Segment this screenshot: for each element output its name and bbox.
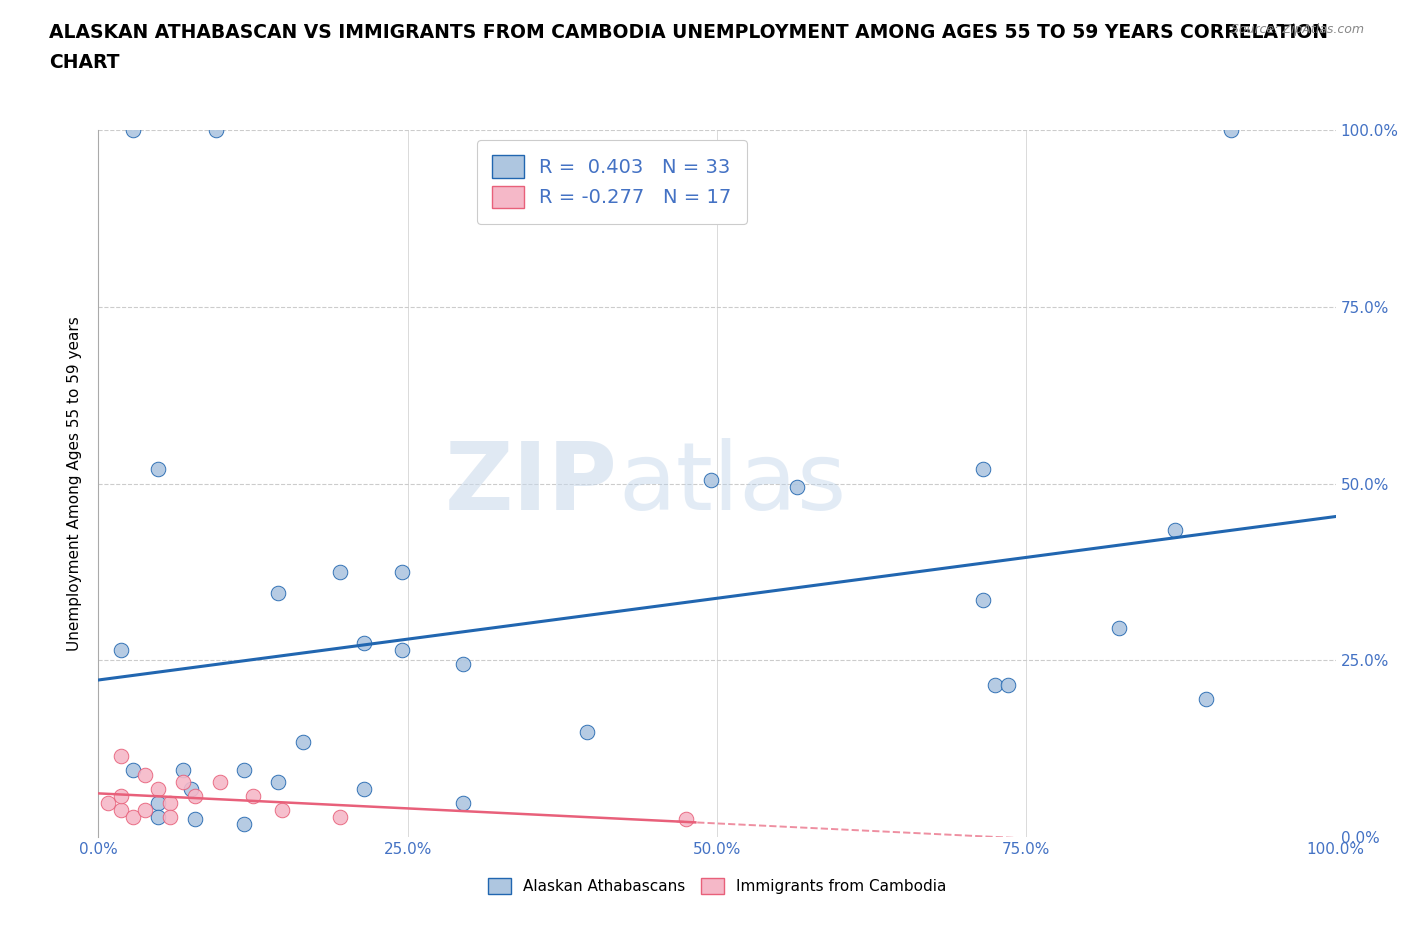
Point bbox=[997, 678, 1019, 693]
Point bbox=[700, 472, 723, 487]
Y-axis label: Unemployment Among Ages 55 to 59 years: Unemployment Among Ages 55 to 59 years bbox=[67, 316, 83, 651]
Point bbox=[270, 803, 292, 817]
Point bbox=[122, 763, 145, 777]
Text: ALASKAN ATHABASCAN VS IMMIGRANTS FROM CAMBODIA UNEMPLOYMENT AMONG AGES 55 TO 59 : ALASKAN ATHABASCAN VS IMMIGRANTS FROM CA… bbox=[49, 23, 1329, 42]
Point bbox=[110, 643, 132, 658]
Point bbox=[453, 796, 475, 811]
Point bbox=[267, 586, 290, 601]
Text: Source: ZipAtlas.com: Source: ZipAtlas.com bbox=[1230, 23, 1364, 36]
Point bbox=[134, 803, 156, 817]
Point bbox=[146, 462, 169, 477]
Point bbox=[267, 775, 290, 790]
Text: atlas: atlas bbox=[619, 438, 846, 529]
Point bbox=[172, 775, 194, 790]
Point bbox=[453, 657, 475, 671]
Point bbox=[1108, 621, 1130, 636]
Point bbox=[208, 775, 231, 790]
Text: CHART: CHART bbox=[49, 53, 120, 72]
Point bbox=[122, 123, 145, 138]
Point bbox=[172, 763, 194, 777]
Point bbox=[291, 734, 314, 749]
Point bbox=[146, 810, 169, 825]
Point bbox=[146, 796, 169, 811]
Point bbox=[329, 565, 352, 579]
Point bbox=[134, 767, 156, 782]
Point bbox=[205, 123, 228, 138]
Point bbox=[1164, 522, 1187, 537]
Point bbox=[233, 763, 256, 777]
Point bbox=[675, 812, 697, 827]
Point bbox=[180, 781, 202, 796]
Point bbox=[576, 725, 599, 740]
Point bbox=[110, 803, 132, 817]
Point bbox=[984, 678, 1007, 693]
Point bbox=[146, 781, 169, 796]
Point bbox=[391, 565, 413, 579]
Point bbox=[97, 796, 120, 811]
Point bbox=[329, 810, 352, 825]
Point bbox=[353, 635, 375, 650]
Point bbox=[110, 789, 132, 804]
Legend: Alaskan Athabascans, Immigrants from Cambodia: Alaskan Athabascans, Immigrants from Cam… bbox=[482, 871, 952, 900]
Point bbox=[1195, 692, 1218, 707]
Point bbox=[233, 817, 256, 831]
Text: ZIP: ZIP bbox=[446, 438, 619, 529]
Point bbox=[110, 749, 132, 764]
Point bbox=[242, 789, 264, 804]
Point bbox=[972, 462, 994, 477]
Point bbox=[184, 812, 207, 827]
Point bbox=[786, 480, 808, 495]
Point bbox=[972, 592, 994, 607]
Point bbox=[159, 810, 181, 825]
Point bbox=[391, 643, 413, 658]
Point bbox=[122, 810, 145, 825]
Point bbox=[184, 789, 207, 804]
Point bbox=[159, 796, 181, 811]
Point bbox=[353, 781, 375, 796]
Point bbox=[1219, 123, 1241, 138]
